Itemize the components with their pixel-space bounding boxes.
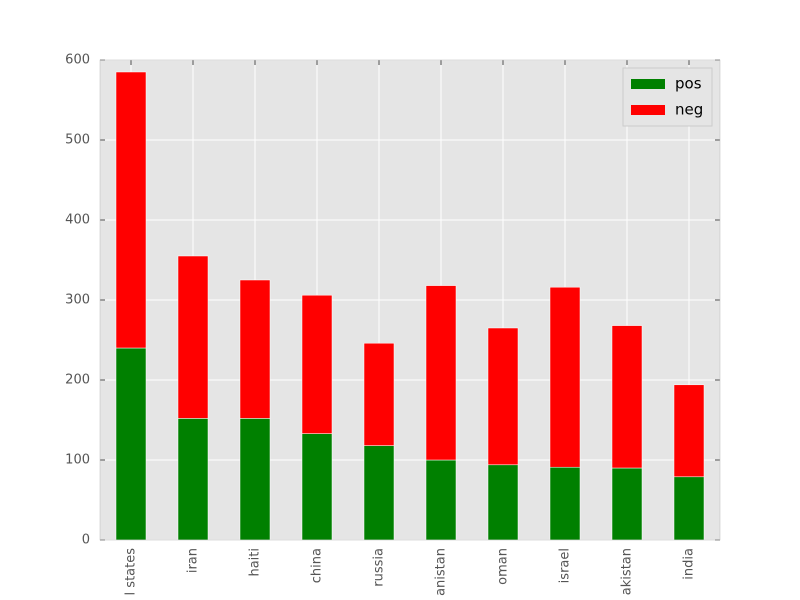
y-tick-label: 200 — [65, 373, 90, 388]
plot-frame — [99, 59, 721, 541]
bar — [177, 255, 209, 419]
x-tick-label: haiti — [248, 548, 263, 577]
y-tick-label: 300 — [65, 293, 90, 308]
bar — [239, 418, 271, 541]
legend-swatch — [631, 105, 665, 115]
bar — [363, 342, 395, 446]
x-tick-label: anistan — [434, 548, 449, 596]
x-tick-label: israel — [558, 548, 573, 583]
bar — [115, 71, 147, 349]
x-tick-label: akistan — [620, 548, 635, 595]
bar — [549, 466, 581, 541]
y-tick-label: 400 — [65, 213, 90, 228]
x-tick-label: iran — [186, 548, 201, 573]
legend-label: pos — [675, 75, 702, 93]
legend-label: neg — [675, 101, 703, 119]
bar — [115, 347, 147, 541]
x-tick-label: l states — [124, 548, 139, 596]
bar — [239, 279, 271, 419]
x-tick-label: russia — [372, 548, 387, 587]
bar — [487, 327, 519, 466]
bar — [425, 285, 457, 461]
bar — [177, 418, 209, 541]
bar — [673, 384, 705, 478]
bar — [425, 459, 457, 541]
bar — [363, 445, 395, 541]
y-tick-label: 100 — [65, 453, 90, 468]
bar — [301, 433, 333, 541]
bar — [487, 464, 519, 541]
legend-swatch — [631, 79, 665, 89]
x-tick-label: china — [310, 548, 325, 583]
bar — [673, 476, 705, 541]
legend-box — [622, 67, 713, 127]
bar — [549, 286, 581, 468]
y-tick-label: 600 — [65, 53, 90, 68]
x-tick-label: oman — [496, 548, 511, 585]
bar — [611, 325, 643, 469]
bar — [301, 294, 333, 434]
y-tick-label: 500 — [65, 133, 90, 148]
x-tick-label: india — [682, 548, 697, 580]
y-tick-label: 0 — [82, 533, 90, 548]
bar — [611, 467, 643, 541]
